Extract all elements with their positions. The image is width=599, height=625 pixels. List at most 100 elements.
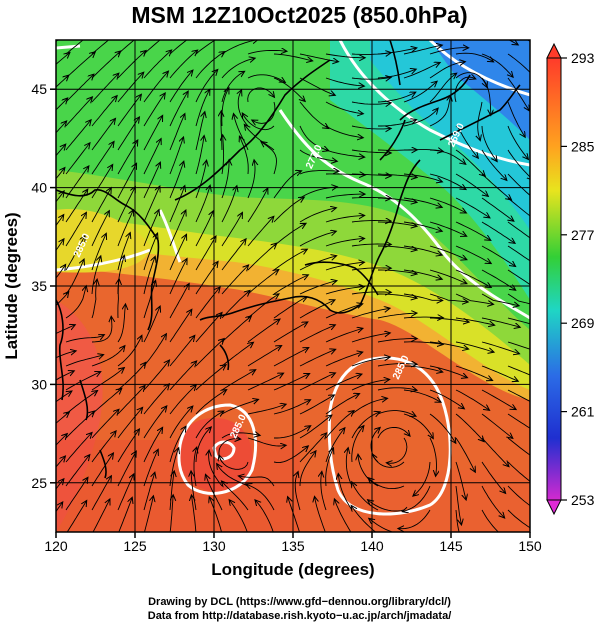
streamline [481, 77, 491, 115]
streamline [429, 341, 468, 349]
streamline [91, 368, 124, 391]
streamline [404, 26, 442, 30]
streamline [238, 91, 249, 127]
streamline [91, 74, 118, 103]
streamline [65, 213, 86, 247]
x-tick-label: 135 [281, 538, 305, 554]
streamline [143, 257, 155, 295]
streamline [403, 365, 442, 372]
streamline [351, 333, 389, 343]
streamline [247, 437, 285, 446]
streamline [377, 70, 415, 79]
x-tick-label: 130 [202, 538, 226, 554]
streamline [91, 454, 113, 487]
streamline [507, 221, 530, 239]
streamline [240, 137, 249, 175]
streamline [377, 313, 416, 319]
streamline [143, 450, 158, 487]
streamline [481, 173, 511, 199]
streamline [221, 343, 253, 367]
streamline [455, 437, 475, 471]
streamline [299, 416, 331, 439]
streamline [221, 400, 258, 415]
streamline [455, 245, 490, 263]
streamline [195, 313, 221, 343]
streamline [91, 257, 101, 295]
streamline [507, 317, 530, 325]
streamline [144, 497, 153, 532]
streamline [143, 473, 155, 511]
streamline [256, 501, 274, 532]
streamline [403, 293, 442, 300]
streamline [507, 413, 530, 429]
streamline [481, 197, 513, 221]
streamline [221, 266, 248, 295]
streamline [65, 478, 87, 511]
x-tick-label: 145 [439, 538, 463, 554]
streamline [169, 427, 186, 463]
streamline [403, 173, 442, 182]
streamline [91, 52, 120, 79]
streamline [245, 125, 275, 151]
streamline [455, 125, 478, 158]
streamline [221, 40, 257, 55]
streamline [221, 370, 255, 391]
streamline [455, 149, 485, 176]
streamline [325, 125, 362, 138]
y-tick-label: 35 [31, 278, 47, 294]
streamline [195, 288, 220, 319]
streamline [117, 95, 141, 127]
streamline [377, 174, 416, 177]
streamline [429, 293, 467, 302]
streamline [351, 174, 390, 176]
streamline [221, 112, 222, 151]
streamline [195, 90, 209, 127]
streamline [169, 138, 183, 175]
streamline [299, 373, 335, 391]
streamline [346, 449, 353, 487]
streamline [429, 245, 466, 259]
colorbar-bottom-arrow [546, 499, 562, 516]
streamline [481, 149, 506, 180]
streamline [299, 325, 335, 343]
streamline [507, 437, 530, 456]
streamline [351, 412, 379, 439]
streamline [56, 265, 65, 279]
streamline [507, 101, 525, 137]
streamline [195, 365, 225, 391]
streamline [455, 52, 493, 61]
streamline [195, 70, 217, 103]
streamline [351, 399, 387, 415]
streamline [253, 101, 276, 123]
streamline [65, 355, 103, 367]
streamline [56, 392, 71, 403]
streamline [91, 346, 124, 367]
streamline [194, 448, 197, 487]
streamline [221, 187, 237, 223]
streamline [169, 259, 187, 295]
streamline [247, 244, 276, 271]
streamline [414, 461, 431, 496]
streamline [351, 102, 390, 104]
streamline [455, 341, 493, 352]
streamline [92, 500, 110, 532]
streamline [377, 48, 416, 55]
streamline [507, 245, 530, 262]
streamline [247, 87, 274, 103]
streamline [325, 149, 364, 157]
streamline [91, 234, 106, 271]
streamline [403, 245, 441, 255]
streamline [507, 125, 528, 159]
streamline [143, 307, 160, 343]
streamline [195, 137, 204, 175]
streamline [169, 362, 196, 391]
streamline [56, 145, 65, 157]
streamline [239, 476, 275, 487]
colorbar-top-arrow [546, 42, 562, 59]
y-tick-label: 40 [31, 180, 47, 196]
streamline [65, 98, 92, 127]
streamline [368, 500, 405, 512]
streamline [325, 194, 364, 199]
streamline [429, 96, 450, 127]
streamline [403, 82, 436, 103]
